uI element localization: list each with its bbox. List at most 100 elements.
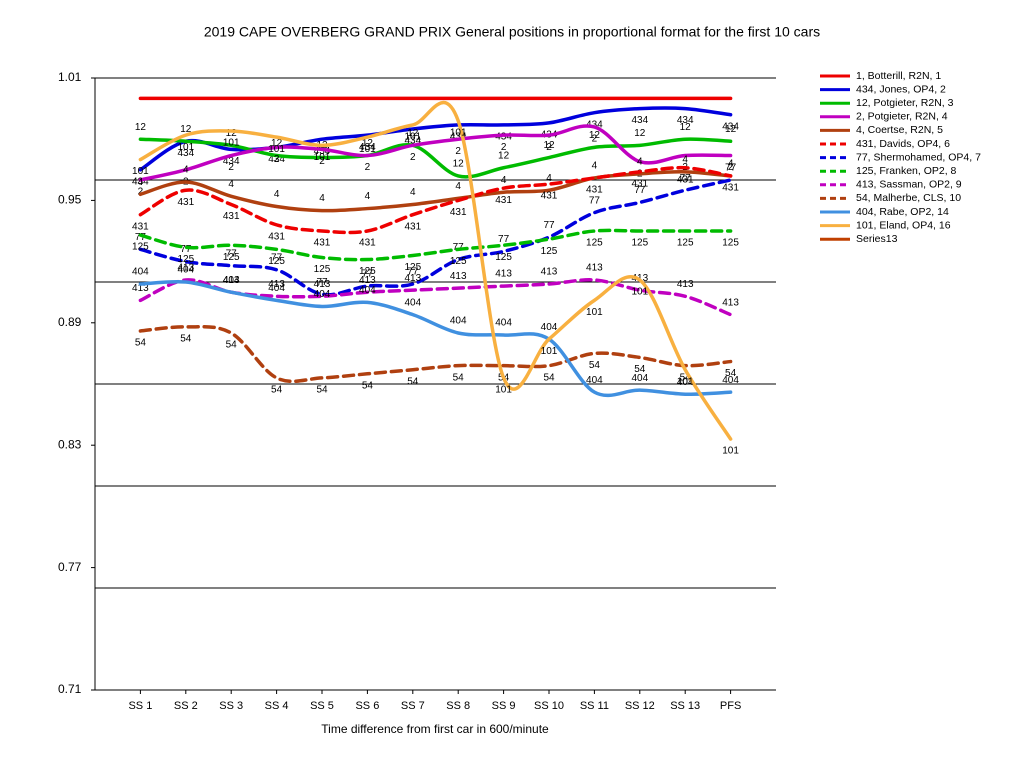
point-label: 77 (316, 277, 328, 288)
point-label: 431 (268, 232, 285, 243)
legend-label: 77, Shermohamed, OP4, 7 (856, 151, 981, 163)
point-label: 54 (362, 380, 374, 391)
chart-title: 2019 CAPE OVERBERG GRAND PRIX General po… (204, 24, 820, 40)
series-line (138, 170, 733, 213)
point-label: 431 (359, 238, 376, 249)
point-label: 413 (450, 271, 467, 282)
point-label: 2 (501, 142, 507, 153)
legend-label: 101, Eland, OP4, 16 (856, 219, 951, 231)
point-label: 101 (541, 346, 558, 357)
point-label: 4 (592, 161, 598, 172)
point-label: 54 (316, 385, 328, 396)
x-tick-label: SS 5 (310, 700, 334, 712)
point-label: 77 (543, 220, 555, 231)
point-label: 125 (404, 262, 421, 273)
point-label: 404 (223, 275, 240, 286)
point-label: 125 (177, 254, 194, 265)
point-label: 12 (634, 128, 646, 139)
point-label: 413 (132, 283, 149, 294)
point-label: 434 (132, 176, 149, 187)
series-line (138, 178, 733, 297)
point-label: 4 (138, 177, 144, 188)
point-label: 4 (410, 187, 416, 198)
point-label: 434 (722, 121, 739, 132)
series-line (138, 101, 733, 441)
y-tick-label: 0.71 (58, 682, 82, 696)
legend-label: 2, Potgieter, R2N, 4 (856, 111, 948, 123)
point-label: 434 (314, 146, 331, 157)
point-label: 4 (274, 189, 280, 200)
point-label: 101 (586, 307, 603, 318)
point-label: 12 (135, 122, 147, 133)
point-label: 12 (407, 128, 419, 139)
point-label: 101 (677, 376, 694, 387)
point-label: 434 (223, 156, 240, 167)
point-label: 101 (450, 127, 467, 138)
point-label: 413 (586, 263, 603, 274)
point-label: 12 (180, 124, 192, 135)
point-label: 4 (228, 179, 234, 190)
point-label: 413 (177, 263, 194, 274)
point-label: 12 (271, 138, 283, 149)
point-label: 54 (453, 372, 465, 383)
point-label: 125 (223, 252, 240, 263)
point-label: 101 (404, 132, 421, 143)
point-label: 434 (359, 142, 376, 153)
point-label: 125 (677, 238, 694, 249)
y-tick-label: 0.89 (58, 315, 82, 329)
point-label: 4 (455, 181, 461, 192)
point-label: 4 (682, 154, 688, 165)
point-label: 431 (586, 185, 603, 196)
point-label: 125 (495, 252, 512, 263)
point-label: 4 (319, 193, 325, 204)
x-tick-label: SS 9 (492, 700, 516, 712)
point-label: 413 (314, 279, 331, 290)
y-tick-label: 1.01 (58, 70, 82, 84)
point-label: 434 (677, 115, 694, 126)
point-label: 125 (450, 256, 467, 267)
legend-label: 125, Franken, OP2, 8 (856, 165, 957, 177)
point-label: 77 (680, 173, 692, 184)
x-tick-label: SS 13 (670, 700, 700, 712)
point-label: 125 (132, 242, 149, 253)
point-label: 2 (274, 154, 280, 165)
y-tick-label: 0.83 (58, 437, 82, 451)
point-label: 404 (541, 322, 558, 333)
point-label: 77 (407, 267, 419, 278)
point-label: 125 (586, 238, 603, 249)
x-tick-label: SS 11 (580, 700, 609, 712)
point-label: 12 (226, 128, 238, 139)
point-label: 431 (132, 221, 149, 232)
point-label: 101 (177, 142, 194, 153)
point-label: 4 (637, 157, 643, 168)
point-label: 101 (268, 144, 285, 155)
x-tick-label: SS 3 (219, 700, 243, 712)
series-line (138, 228, 733, 262)
point-label: 434 (495, 132, 512, 143)
point-label: 4 (365, 191, 371, 202)
point-label: 404 (132, 267, 149, 278)
point-label: 431 (177, 197, 194, 208)
point-label: 413 (541, 267, 558, 278)
point-label: 54 (589, 360, 601, 371)
point-label: 101 (631, 287, 648, 298)
point-label: 77 (180, 244, 192, 255)
series-line (138, 324, 733, 384)
x-tick-label: SS 12 (625, 700, 655, 712)
point-label: 101 (722, 446, 739, 457)
point-label: 12 (498, 150, 510, 161)
y-tick-label: 0.77 (58, 560, 82, 574)
point-label: 54 (680, 372, 692, 383)
point-label: 404 (404, 297, 421, 308)
point-label: 404 (314, 289, 331, 300)
point-label: 2 (728, 162, 734, 173)
point-label: 2 (228, 162, 234, 173)
point-label: 431 (541, 191, 558, 202)
x-tick-label: SS 8 (446, 700, 470, 712)
point-label: 431 (495, 195, 512, 206)
point-label: 404 (450, 316, 467, 327)
point-label: 125 (631, 238, 648, 249)
point-label: 404 (631, 373, 648, 384)
series-line (138, 165, 733, 235)
point-label: 101 (132, 166, 149, 177)
